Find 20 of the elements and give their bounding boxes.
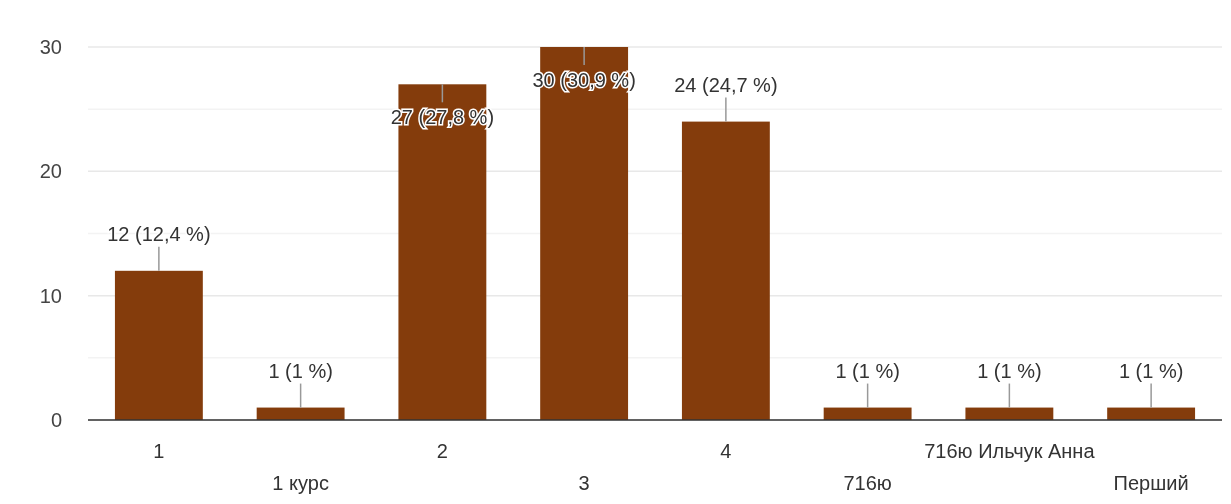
data-label: 1 (1 %) (835, 359, 900, 382)
bar (114, 270, 203, 420)
x-tick-label: 716ю Ильчук Анна (924, 440, 1096, 462)
y-tick-label: 0 (50, 409, 62, 431)
x-tick-label: Перший (1113, 472, 1189, 494)
y-tick-label: 10 (39, 284, 62, 307)
data-label: 1 (1 %) (977, 359, 1042, 382)
data-label: 1 (1 %) (268, 359, 333, 382)
x-tick-label: 4 (720, 440, 732, 462)
data-label: 24 (24,7 %) (674, 73, 778, 96)
y-tick-label: 20 (39, 160, 62, 183)
bar (681, 121, 770, 420)
x-tick-label: 2 (436, 440, 448, 462)
y-tick-label: 30 (39, 36, 62, 58)
x-tick-label: 3 (578, 472, 590, 494)
x-tick-label: 716ю (843, 472, 892, 494)
data-label: 1 (1 %) (1118, 359, 1184, 382)
x-tick-label: 1 курс (272, 472, 329, 494)
data-label: 12 (12,4 %) (107, 222, 211, 245)
x-tick-label: 1 (153, 440, 165, 462)
